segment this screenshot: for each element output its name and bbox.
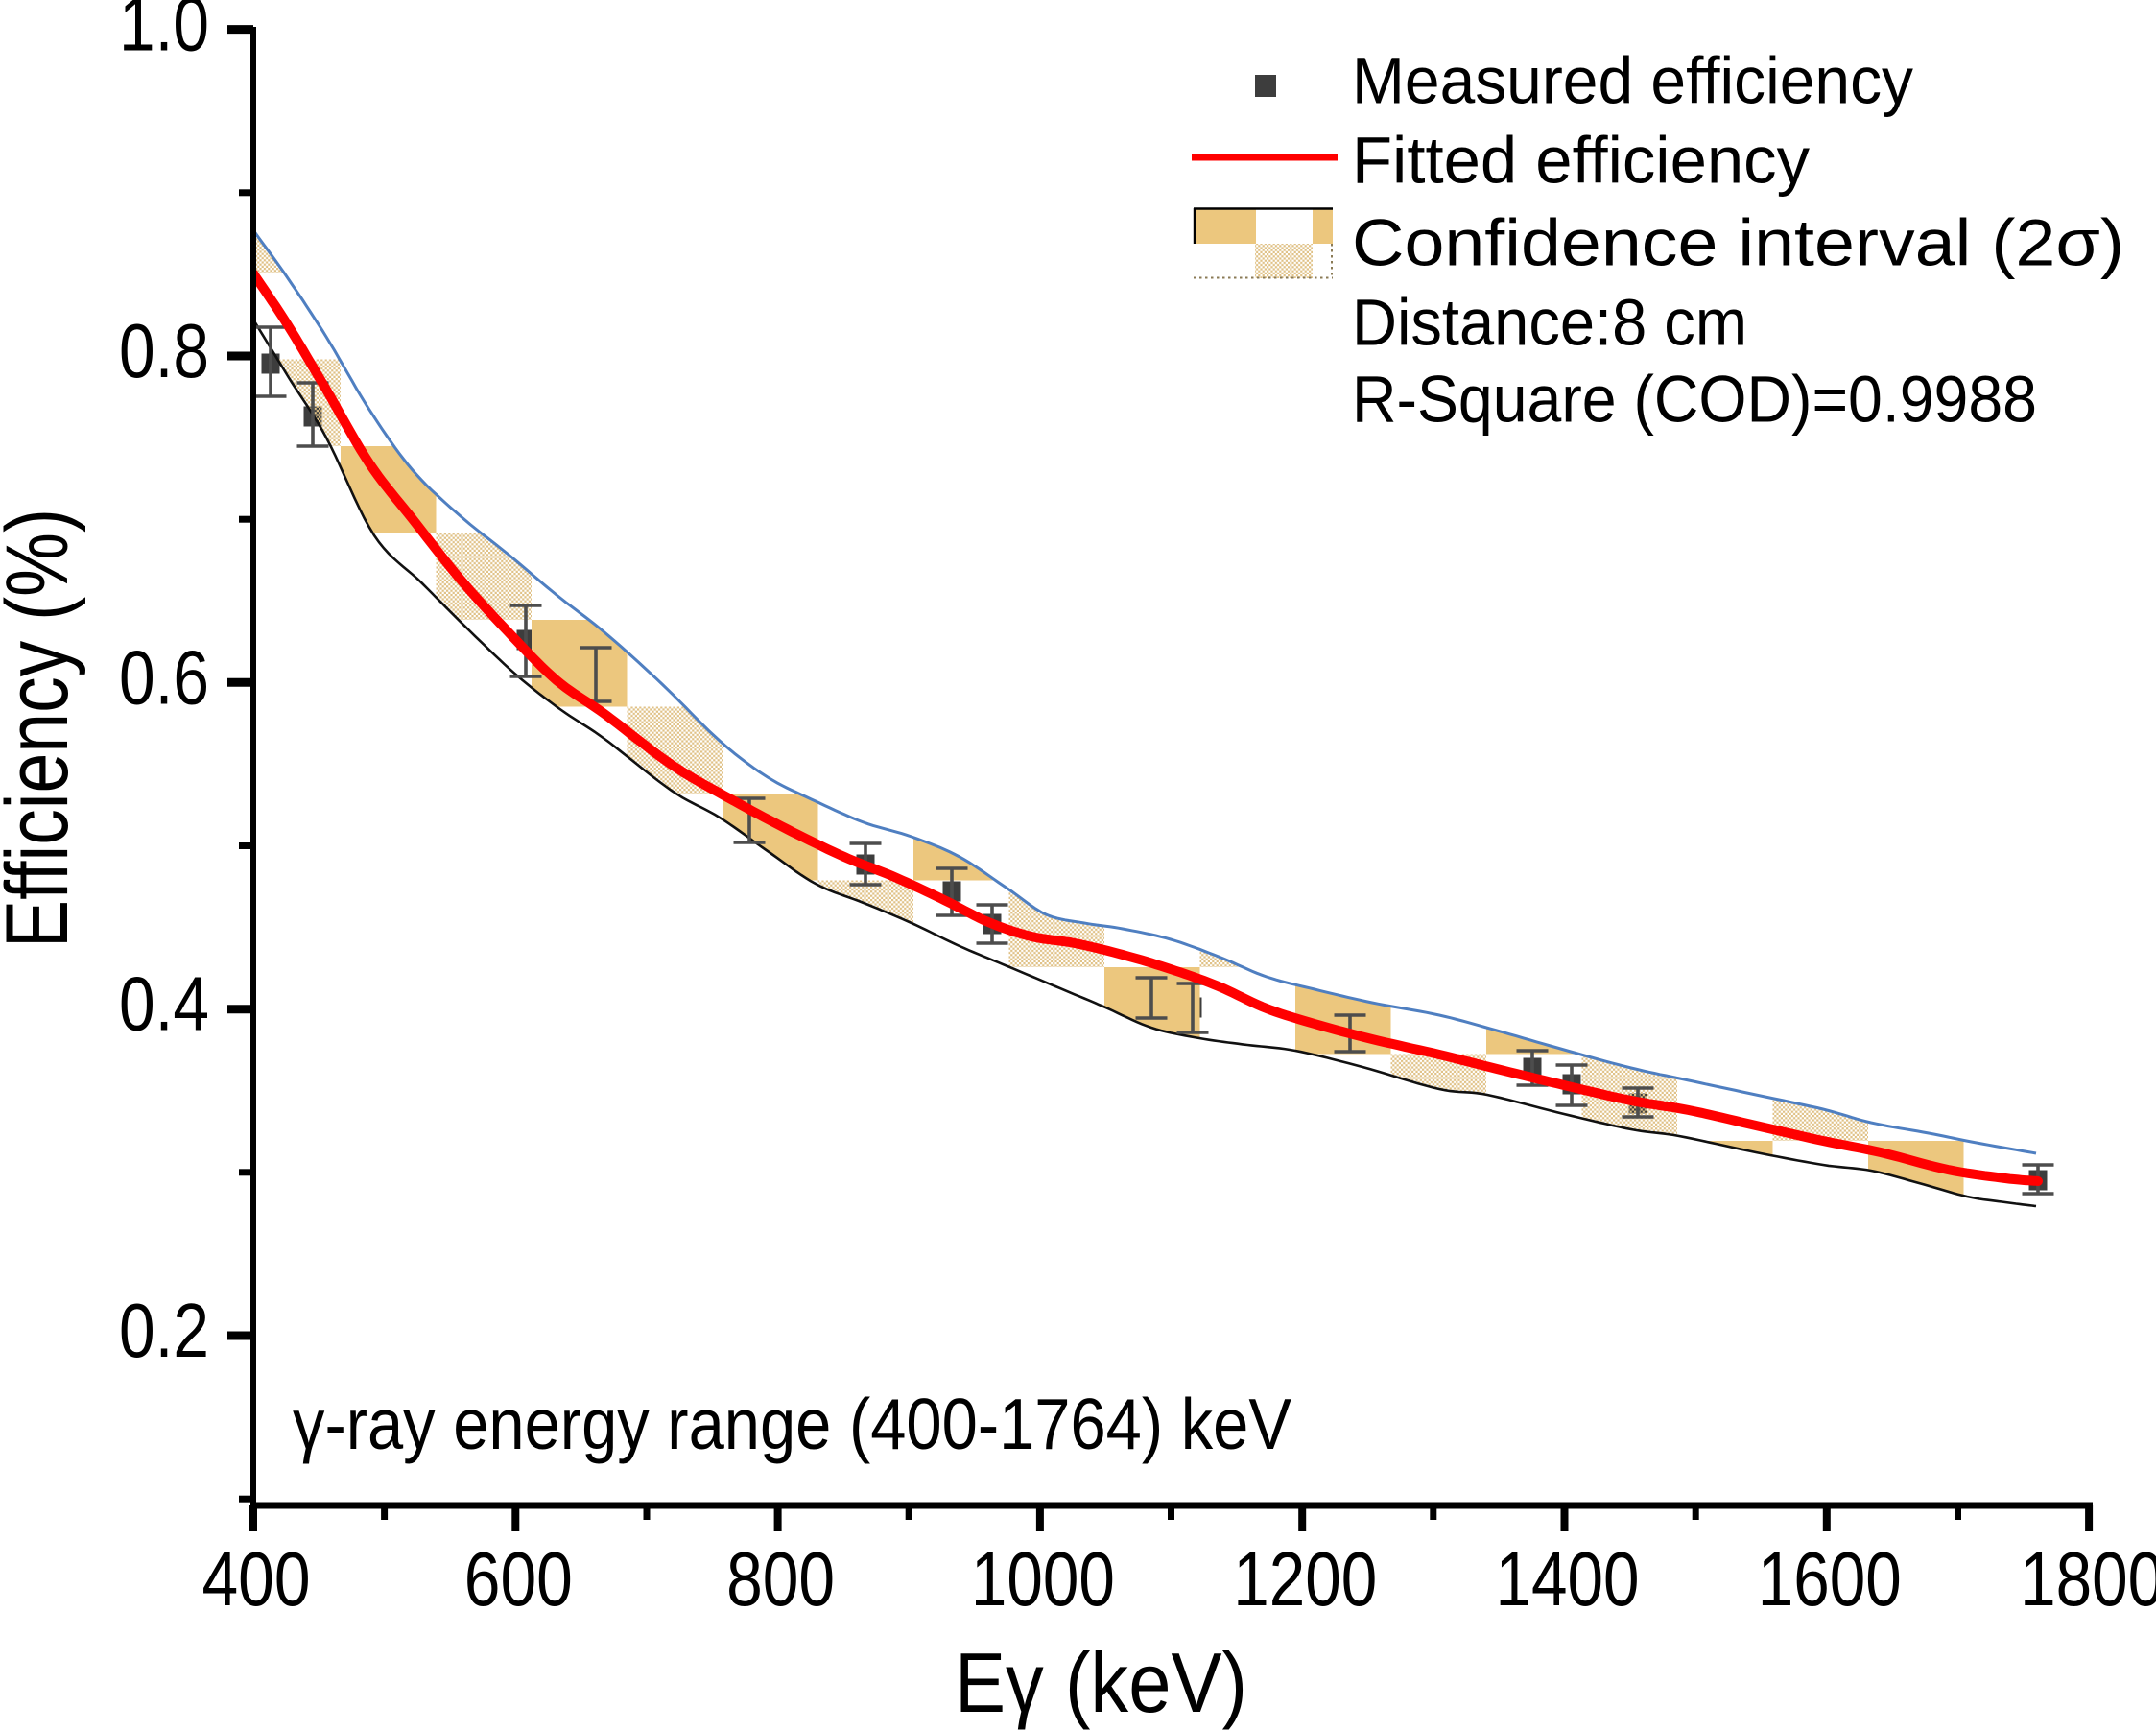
svg-text:Efficiency (%): Efficiency (%) xyxy=(0,509,86,948)
svg-text:1.0: 1.0 xyxy=(119,0,209,67)
svg-text:0.4: 0.4 xyxy=(119,961,209,1047)
svg-text:1400: 1400 xyxy=(1496,1536,1640,1622)
svg-text:0.6: 0.6 xyxy=(119,634,209,720)
svg-text:800: 800 xyxy=(726,1536,835,1622)
svg-text:0.2: 0.2 xyxy=(119,1288,209,1373)
svg-text:Fitted efficiency: Fitted efficiency xyxy=(1352,124,1811,198)
svg-text:Eγ (keV): Eγ (keV) xyxy=(955,1635,1247,1730)
svg-text:Measured efficiency: Measured efficiency xyxy=(1352,44,1914,118)
svg-text:1000: 1000 xyxy=(971,1536,1115,1622)
svg-text:1800: 1800 xyxy=(2020,1536,2156,1622)
svg-text:0.8: 0.8 xyxy=(119,308,209,393)
svg-text:1200: 1200 xyxy=(1233,1536,1377,1622)
svg-text:Distance:8 cm: Distance:8 cm xyxy=(1352,286,1747,360)
svg-text:Confidence interval (2σ): Confidence interval (2σ) xyxy=(1352,206,2124,280)
svg-text:400: 400 xyxy=(202,1536,311,1622)
svg-text:1600: 1600 xyxy=(1758,1536,1902,1622)
svg-text:R-Square (COD)=0.9988: R-Square (COD)=0.9988 xyxy=(1352,363,2037,437)
svg-text:γ-ray energy range (400-1764): γ-ray energy range (400-1764) keV xyxy=(293,1384,1291,1464)
svg-text:600: 600 xyxy=(464,1536,573,1622)
